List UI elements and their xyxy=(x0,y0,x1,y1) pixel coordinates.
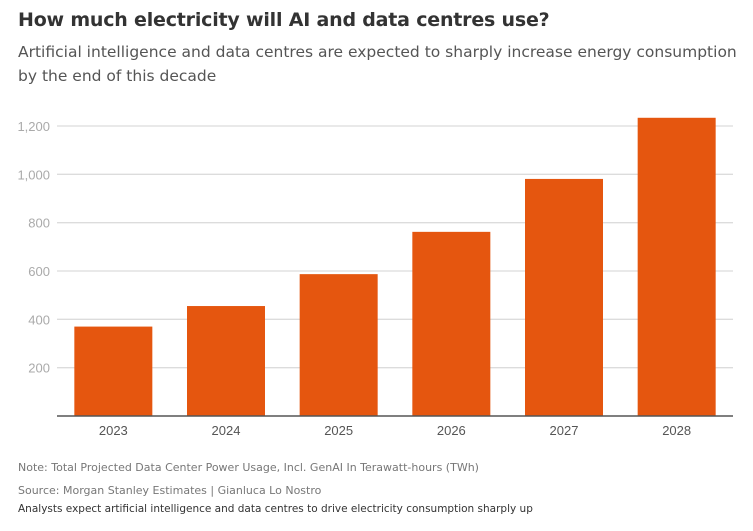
bar-2028 xyxy=(637,117,716,417)
y-tick-label: 1,000 xyxy=(17,167,50,182)
chart-title: How much electricity will AI and data ce… xyxy=(18,9,550,31)
chart-note: Note: Total Projected Data Center Power … xyxy=(18,461,479,474)
bar-2025 xyxy=(299,274,378,416)
chart-subtitle: Artificial intelligence and data centres… xyxy=(18,43,737,85)
y-tick-label: 1,200 xyxy=(17,119,50,134)
x-tick-label: 2024 xyxy=(212,423,241,438)
x-tick-label: 2026 xyxy=(437,423,466,438)
bar-2023 xyxy=(74,326,153,416)
y-tick-label: 400 xyxy=(28,312,50,327)
chart-source: Source: Morgan Stanley Estimates | Gianl… xyxy=(18,484,322,497)
y-tick-label: 200 xyxy=(28,361,50,376)
bar-2024 xyxy=(187,306,265,416)
x-tick-label: 2025 xyxy=(324,423,353,438)
x-tick-label: 2023 xyxy=(99,423,128,438)
x-tick-label: 2027 xyxy=(550,423,579,438)
y-tick-label: 800 xyxy=(28,216,50,231)
bar-2027 xyxy=(525,178,603,416)
x-tick-label: 2028 xyxy=(662,423,691,438)
y-tick-label: 600 xyxy=(28,264,50,279)
bar-2026 xyxy=(412,231,491,416)
chart-caption: Analysts expect artificial intelligence … xyxy=(18,503,533,515)
